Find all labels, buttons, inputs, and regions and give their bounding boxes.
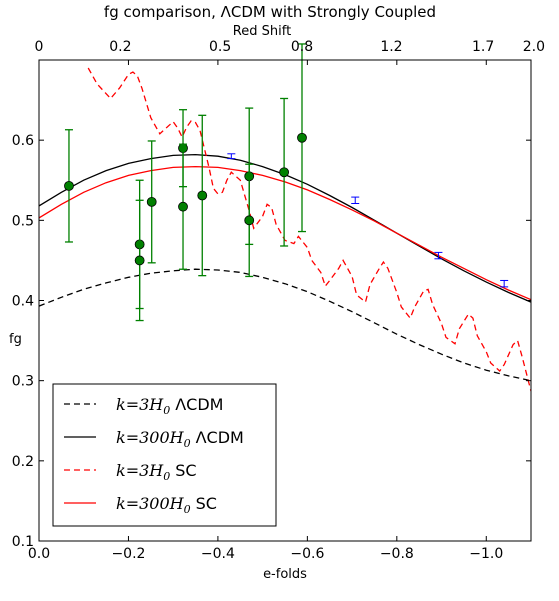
legend-label-2: k=3H0 SC	[116, 461, 197, 483]
x-tick-label-3: −0.6	[290, 546, 324, 562]
y-tick-label-0: 0.1	[12, 534, 34, 550]
y-tick-label-1: 0.2	[12, 454, 34, 470]
y-tick-label-2: 0.3	[12, 374, 34, 390]
y-axis-label: fg	[9, 332, 22, 347]
top-tick-label-6: 2.0	[523, 39, 545, 55]
x-axis-label: e-folds	[263, 567, 307, 582]
x-tick-label-1: −0.2	[111, 546, 145, 562]
curves-layer	[39, 67, 531, 392]
top-tick-label-4: 1.2	[380, 39, 402, 55]
observation-point-3	[146, 196, 157, 207]
markers-layer	[64, 43, 509, 322]
y-tick-label-3: 0.4	[12, 294, 34, 310]
observation-point-2	[134, 255, 145, 266]
top-tick-label-0: 0	[35, 39, 44, 55]
top-axis-label: Red Shift	[233, 24, 291, 39]
x-tick-label-2: −0.4	[201, 546, 235, 562]
series-line-2	[87, 67, 531, 392]
observation-point-0	[64, 180, 74, 191]
legend: k=3H0 ΛCDM k=300H0 ΛCDM k=3H0 SC k=300H0 SC	[52, 383, 277, 527]
legend-label-1: k=300H0 ΛCDM	[116, 428, 244, 450]
series-line-0	[39, 268, 531, 382]
observation-point-10	[297, 132, 307, 143]
legend-label-0: k=3H0 ΛCDM	[116, 395, 223, 417]
ticks-layer: 0.0 −0.2 −0.4 −0.6 −0.8 −1.0 0.1 0.2 0.3 0.4 0.5 0.…	[12, 39, 545, 562]
top-tick-label-5: 1.7	[472, 39, 494, 55]
y-tick-label-5: 0.6	[12, 133, 34, 149]
chart-title: fg comparison, ΛCDM with Strongly Couple…	[104, 3, 436, 21]
top-tick-label-1: 0.2	[109, 39, 131, 55]
x-tick-label-4: −0.8	[380, 546, 414, 562]
top-tick-label-3: 0.8	[291, 39, 313, 55]
series-line-3	[39, 165, 531, 301]
x-tick-label-0: 0.0	[28, 546, 50, 562]
observation-point-6	[197, 190, 208, 201]
legend-box	[52, 383, 277, 527]
top-tick-label-2: 0.5	[209, 39, 231, 55]
x-tick-label-5: −1.0	[469, 546, 503, 562]
legend-label-3: k=300H0 SC	[116, 494, 217, 516]
y-tick-label-4: 0.5	[12, 213, 34, 229]
observation-point-5	[178, 201, 188, 212]
observation-point-9	[279, 167, 290, 178]
plot-frame	[38, 59, 532, 542]
observation-point-8	[244, 215, 255, 226]
